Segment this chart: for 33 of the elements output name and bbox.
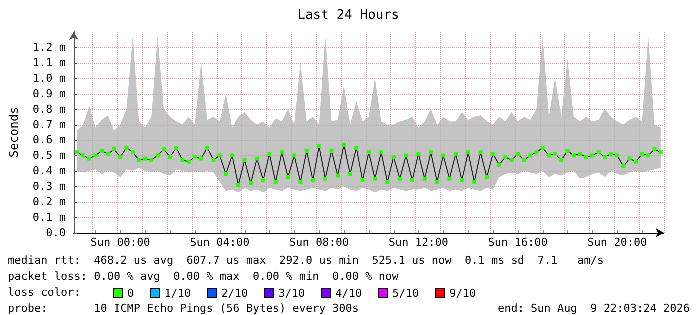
y-tick-label: 0.7 m bbox=[32, 118, 66, 132]
legend-label: 4/10 bbox=[336, 287, 362, 300]
y-tick-label: 0.4 m bbox=[32, 164, 66, 178]
legend-title: loss color: bbox=[8, 286, 81, 299]
text: end: Sun Aug 9 22:03:24 2026 bbox=[498, 302, 690, 315]
y-tick-label: 0.2 m bbox=[32, 196, 66, 209]
legend-label: 3/10 bbox=[278, 287, 306, 300]
y-tick-label: 1.0 m bbox=[32, 72, 66, 85]
text: packet loss: 0.00 % avg 0.00 % max 0.00 % min 0.00 % now bbox=[8, 270, 400, 283]
x-tick-label: Sun 16:00 bbox=[488, 236, 548, 249]
y-tick-label: 1.1 m bbox=[32, 56, 66, 70]
y-tick-label: 0.8 m bbox=[32, 102, 66, 116]
x-tick-label: Sun 12:00 bbox=[388, 236, 448, 249]
text: median rtt: 468.2 us avg 607.7 us max 292.0 us min 525.1 us now 0.1 ms sd 7.1 am/s bbox=[8, 254, 604, 267]
y-tick-label: 0.0 bbox=[46, 226, 66, 240]
legend-label: 1/10 bbox=[164, 287, 192, 300]
x-tick-label: Sun 08:00 bbox=[290, 236, 350, 249]
y-axis-title: Seconds bbox=[7, 107, 21, 158]
y-tick-label: 1.2 m bbox=[32, 40, 66, 54]
text: probe: 10 ICMP Echo Pings (56 Bytes) every 300s bbox=[8, 302, 359, 315]
x-tick-label: Sun 04:00 bbox=[190, 236, 250, 249]
legend-label: 5/10 bbox=[392, 287, 420, 300]
y-tick-label: 0.3 m bbox=[32, 180, 66, 194]
y-tick-label: 0.9 m bbox=[32, 87, 66, 100]
y-tick-label: 0.1 m bbox=[32, 211, 66, 224]
x-tick-label: Sun 00:00 bbox=[90, 236, 150, 249]
y-tick-label: 0.6 m bbox=[32, 134, 66, 147]
legend-label: 9/10 bbox=[450, 287, 476, 300]
x-tick-label: Sun 20:00 bbox=[588, 236, 648, 249]
y-tick-label: 0.5 m bbox=[32, 149, 66, 162]
chart-title: Last 24 Hours bbox=[298, 8, 400, 23]
legend-label: 0 bbox=[128, 287, 134, 300]
legend-label: 2/10 bbox=[222, 287, 248, 300]
